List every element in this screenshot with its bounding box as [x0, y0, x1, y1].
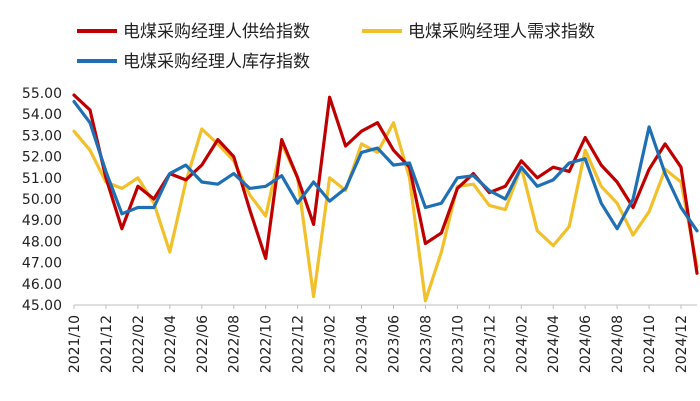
x-tick-label: 2021/10 [67, 315, 83, 373]
x-tick-label: 2023/10 [450, 315, 466, 373]
legend-label-1: 电煤采购经理人供给指数 [123, 22, 310, 42]
x-tick-label: 2024/12 [674, 315, 690, 373]
x-tick-label: 2023/08 [418, 315, 434, 373]
x-tick-label: 2022/10 [259, 315, 275, 373]
y-tick-label: 50.00 [22, 192, 62, 208]
x-tick-label: 2022/02 [131, 315, 147, 373]
y-tick-label: 55.00 [22, 86, 62, 102]
y-tick-label: 45.00 [22, 298, 62, 314]
x-tick-label: 2023/12 [482, 315, 498, 373]
x-tick-label: 2022/04 [163, 315, 179, 373]
x-tick-label: 2022/06 [195, 315, 211, 373]
series-line-3 [72, 99, 699, 233]
x-tick-label: 2024/06 [578, 315, 594, 373]
y-axis: 55.00 54.00 53.00 52.00 51.00 50.00 49.00 48.00… [22, 86, 62, 314]
x-tick-label: 2024/02 [514, 315, 530, 373]
x-tick-label: 2023/06 [386, 315, 402, 373]
plot-area [72, 93, 699, 303]
series-line-1 [72, 93, 699, 275]
legend-label-3: 电煤采购经理人库存指数 [123, 52, 310, 72]
x-tick-label: 2022/08 [227, 315, 243, 373]
series-line-2 [72, 121, 699, 303]
legend-label-2: 电煤采购经理人需求指数 [408, 22, 595, 42]
x-axis: 2021/10 2021/12 2022/02 2022/04 2022/06 2022/… [67, 304, 697, 373]
x-tick-label: 2024/04 [546, 315, 562, 373]
x-tick-label: 2023/04 [355, 315, 371, 373]
x-tick-label: 2021/12 [99, 315, 115, 373]
y-tick-label: 46.00 [22, 277, 62, 293]
y-tick-label: 47.00 [22, 256, 62, 272]
y-tick-label: 51.00 [22, 171, 62, 187]
y-tick-label: 49.00 [22, 213, 62, 229]
x-tick-label: 2024/10 [642, 315, 658, 373]
x-tick-label: 2024/08 [610, 315, 626, 373]
x-tick-label: 2023/02 [323, 315, 339, 373]
x-tick-label: 2022/12 [291, 315, 307, 373]
y-tick-label: 53.00 [22, 128, 62, 144]
y-tick-label: 54.00 [22, 107, 62, 123]
y-tick-label: 52.00 [22, 150, 62, 166]
y-tick-label: 48.00 [22, 234, 62, 250]
